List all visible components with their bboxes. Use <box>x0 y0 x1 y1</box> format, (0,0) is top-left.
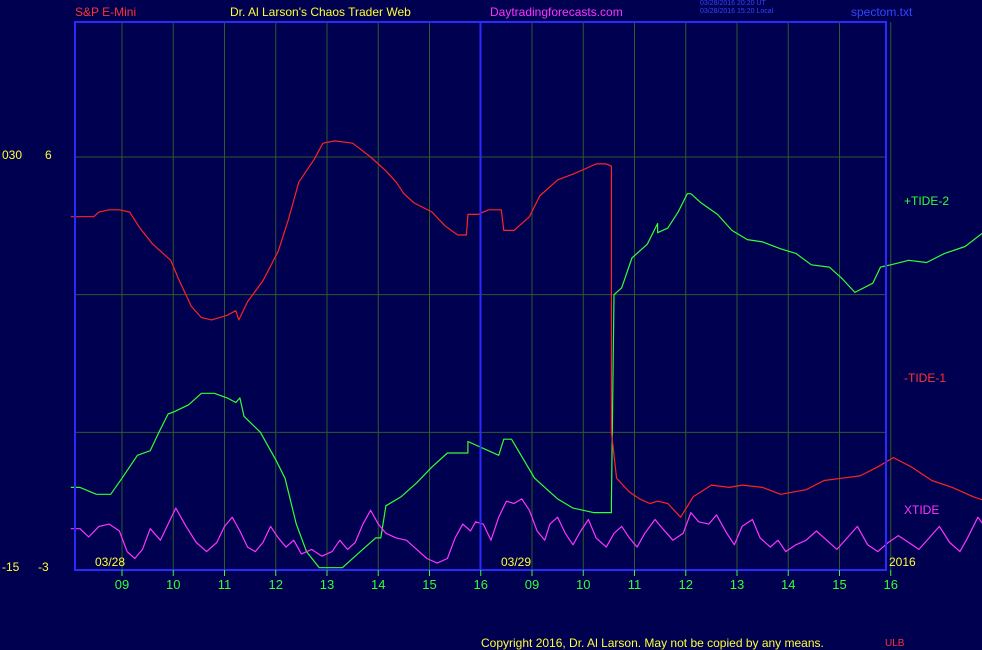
file-name: spectom.txt <box>851 5 913 19</box>
x-tick-label: 14 <box>371 577 385 592</box>
scale-inner-bottom: -3 <box>38 560 49 574</box>
x-tick-label: 16 <box>474 577 488 592</box>
x-tick-label: 10 <box>576 577 590 592</box>
x-tick-label: 12 <box>679 577 693 592</box>
x-tick-label: 13 <box>320 577 334 592</box>
x-tick-label: 16 <box>884 577 898 592</box>
legend-xtide: XTIDE <box>904 503 940 517</box>
instrument-title: S&P E-Mini <box>75 5 137 19</box>
date-label-0328: 03/28 <box>95 555 126 569</box>
scale-outer-top: 030 <box>2 148 23 162</box>
scale-outer-bottom: -15 <box>2 560 20 574</box>
legend-tide-minus: -TIDE-1 <box>904 371 946 385</box>
x-tick-label: 15 <box>832 577 846 592</box>
footer-mark: ULB <box>885 638 905 649</box>
x-tick-label: 12 <box>269 577 283 592</box>
x-tick-label: 10 <box>166 577 180 592</box>
series-line-1 <box>70 140 982 518</box>
series-line-0 <box>70 193 982 569</box>
x-tick-label: 11 <box>628 577 642 592</box>
series-line-2 <box>70 498 982 564</box>
copyright-text: Copyright 2016, Dr. Al Larson. May not b… <box>481 636 824 650</box>
year-label: 2016 <box>889 555 916 569</box>
x-tick-label: 15 <box>422 577 436 592</box>
timestamp-local: 03/28/2016 15:20 Local <box>700 8 774 15</box>
x-tick-label: 14 <box>781 577 795 592</box>
grid-lines <box>75 22 892 570</box>
site-title: Daytradingforecasts.com <box>490 5 623 19</box>
timestamp-ut: 03/28/2016 20:20 UT <box>700 0 766 7</box>
author-title: Dr. Al Larson's Chaos Trader Web <box>230 5 411 19</box>
x-axis-ticks: 09 10 11 12 13 14 15 16 09 10 11 12 13 14 15 16 <box>115 570 898 592</box>
x-tick-label: 13 <box>730 577 744 592</box>
x-tick-label: 09 <box>525 577 539 592</box>
legend-tide-plus: +TIDE-2 <box>904 194 950 208</box>
date-label-0329: 03/29 <box>501 555 532 569</box>
x-tick-label: 09 <box>115 577 129 592</box>
x-tick-label: 11 <box>218 577 232 592</box>
series-lines <box>70 140 982 569</box>
scale-inner-top: 6 <box>45 148 52 162</box>
